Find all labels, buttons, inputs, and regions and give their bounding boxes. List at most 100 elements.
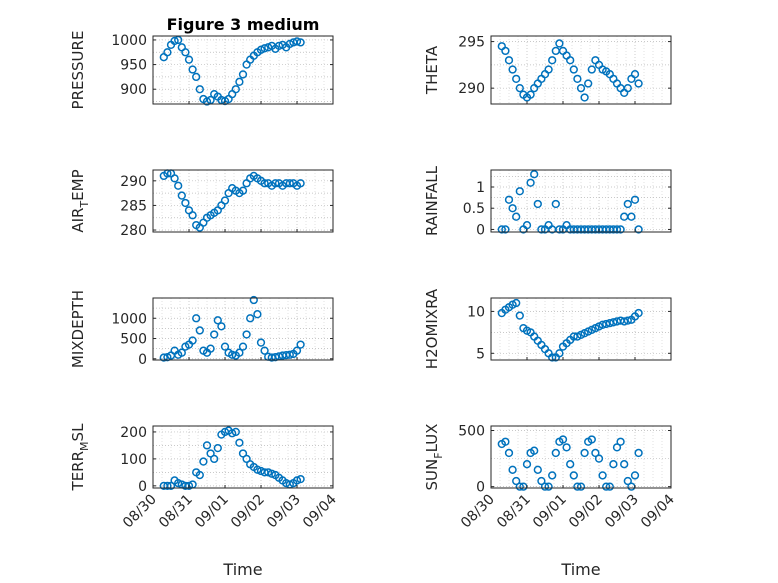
data-point — [630, 471, 640, 480]
axes-box — [490, 425, 672, 489]
data-point — [296, 340, 305, 349]
data-point — [220, 342, 230, 351]
subplot-3: 280 285 290 AIRTEMP — [69, 169, 334, 239]
data-point — [260, 44, 269, 53]
x-tick-label: 08/31 — [494, 492, 534, 532]
y-tick-label: 0 — [476, 222, 485, 238]
data-point — [231, 427, 240, 437]
data-point — [235, 77, 244, 86]
axes-box — [152, 425, 334, 489]
data-point — [555, 39, 564, 48]
data-point — [184, 55, 194, 64]
data-point — [598, 471, 607, 480]
y-tick-label: 100 — [120, 452, 147, 468]
data-point — [213, 316, 222, 325]
y-tick-label: 290 — [458, 81, 485, 97]
data-point — [598, 320, 607, 329]
subplot-5: 0 500 1000 MIXDEPTH — [69, 290, 334, 368]
data-point — [540, 70, 550, 79]
data-point — [170, 36, 179, 46]
data-point — [206, 344, 215, 353]
data-point — [551, 448, 560, 458]
data-point — [515, 311, 524, 320]
data-point — [238, 70, 248, 79]
y-tick-label: 500 — [458, 423, 485, 439]
data-point — [220, 196, 230, 205]
data-point — [630, 195, 640, 204]
y-tick-label: 500 — [120, 332, 147, 348]
x-tick-label: 09/01 — [192, 492, 232, 532]
data-point — [170, 174, 179, 183]
y-tick-label: 290 — [120, 174, 147, 190]
data-point — [210, 330, 219, 339]
data-point — [238, 342, 248, 351]
data-point — [202, 441, 212, 450]
y-tick-label: 0 — [476, 480, 485, 496]
subplot-1: 900 950 1000 PRESSURE — [69, 31, 334, 110]
x-tick-label: 09/03 — [264, 492, 304, 532]
data-point — [174, 35, 183, 45]
y-tick-label: 0 — [138, 479, 147, 495]
data-point — [584, 79, 593, 88]
data-point — [573, 482, 582, 491]
data-point — [253, 310, 262, 319]
y-axis-label: H2OMIXRA — [423, 288, 441, 369]
data-point — [530, 446, 539, 455]
data-point — [195, 326, 204, 335]
data-point — [544, 65, 553, 74]
data-point — [569, 332, 578, 341]
data-point — [228, 350, 237, 359]
data-point — [504, 448, 514, 458]
data-point — [620, 212, 629, 221]
subplot-7: 0 100 200 TERRMSL 08/3008/3109/0109/0209/030… — [69, 423, 340, 579]
y-tick-label: 1000 — [111, 33, 147, 49]
data-point — [242, 330, 251, 339]
data-point — [163, 481, 172, 490]
data-point — [551, 46, 560, 56]
data-point — [630, 70, 640, 79]
y-tick-label: 1 — [476, 180, 485, 196]
data-point — [591, 56, 600, 65]
data-point — [522, 460, 532, 469]
data-point — [526, 90, 535, 99]
data-point — [256, 338, 266, 347]
data-point — [616, 437, 625, 446]
data-point — [562, 51, 571, 60]
data-point — [195, 470, 204, 480]
data-point — [188, 336, 197, 345]
axes-box — [152, 169, 334, 233]
data-point — [177, 191, 186, 200]
data-point — [623, 84, 632, 93]
data-point — [177, 348, 186, 357]
x-tick-label: 08/31 — [156, 492, 196, 532]
data-point — [235, 348, 244, 357]
y-axis-label: RAINFALL — [423, 165, 441, 236]
data-point — [271, 179, 280, 188]
data-point — [508, 65, 517, 74]
data-point — [612, 225, 622, 234]
data-point — [512, 212, 521, 221]
data-point — [501, 437, 510, 446]
x-axis-label: Time — [560, 560, 600, 579]
subplot-6: 5 10 H2OMIXRA — [423, 288, 672, 369]
data-point — [515, 187, 524, 196]
data-point — [497, 225, 506, 234]
data-point — [501, 46, 510, 56]
x-tick-label: 09/02 — [566, 492, 606, 532]
y-tick-label: 0 — [138, 352, 147, 368]
data-point — [174, 181, 183, 190]
data-point — [623, 476, 632, 486]
data-point — [515, 482, 524, 491]
data-point — [512, 298, 521, 308]
data-point — [530, 170, 539, 179]
data-point — [512, 476, 521, 486]
data-point — [620, 460, 629, 469]
data-point — [195, 85, 204, 94]
y-tick-label: 0.5 — [463, 201, 485, 217]
data-point — [609, 460, 618, 469]
y-axis-label: PRESSURE — [69, 31, 87, 110]
data-point — [188, 65, 197, 74]
data-point — [192, 314, 201, 323]
data-point — [515, 84, 524, 93]
